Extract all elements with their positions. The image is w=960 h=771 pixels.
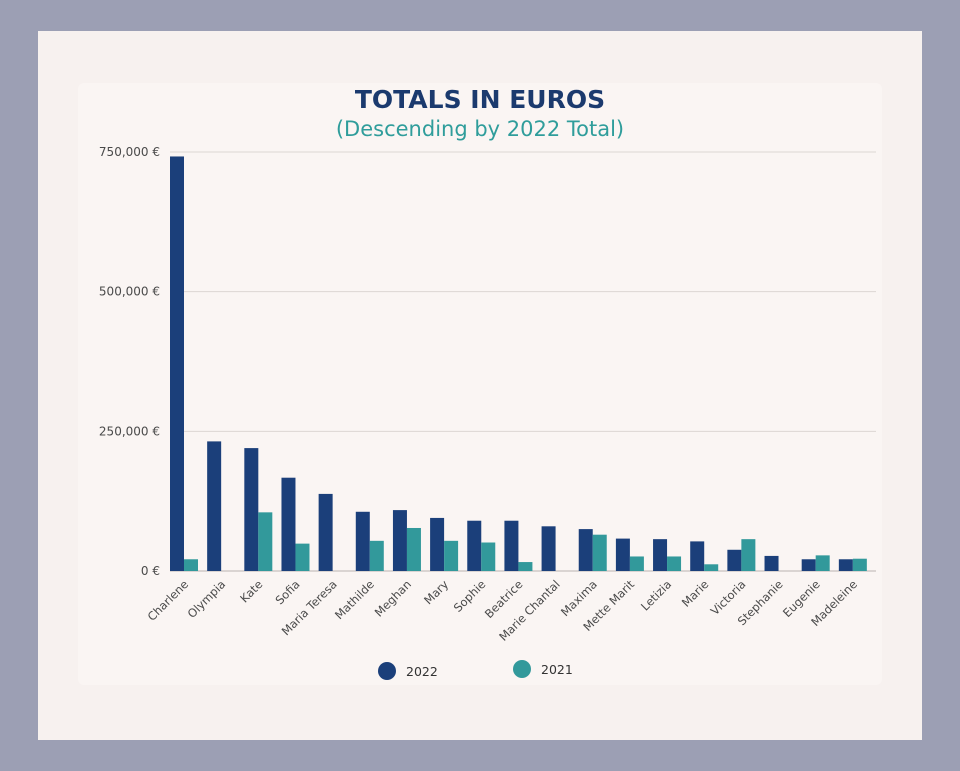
- y-tick-label: 500,000 €: [99, 285, 160, 299]
- bar-2022: [653, 539, 668, 571]
- legend-label-2021: 2021: [541, 662, 573, 677]
- bar-2021: [667, 556, 682, 571]
- chart-card: TOTALS IN EUROS (Descending by 2022 Tota…: [38, 31, 922, 740]
- legend: 2022 2021: [378, 660, 573, 680]
- bar-2021: [444, 540, 459, 571]
- bar-2022: [207, 441, 222, 571]
- bar-2022: [727, 549, 742, 571]
- bar-2021: [629, 556, 644, 571]
- bar-2021: [592, 534, 607, 571]
- y-tick-label: 250,000 €: [99, 424, 160, 438]
- bar-2021: [295, 543, 310, 571]
- bar-2021: [518, 562, 533, 571]
- y-tick-label: 750,000 €: [99, 145, 160, 159]
- bar-2022: [541, 526, 556, 571]
- bar-2021: [258, 512, 273, 571]
- bar-2022: [392, 510, 407, 571]
- bar-2021: [852, 558, 867, 571]
- bar-2022: [801, 559, 816, 571]
- bar-2022: [690, 541, 705, 571]
- legend-label-2022: 2022: [406, 664, 438, 679]
- chart: TOTALS IN EUROS (Descending by 2022 Tota…: [78, 83, 882, 685]
- bar-2022: [467, 520, 482, 571]
- bar-2022: [430, 517, 445, 571]
- y-axis: 0 € 250,000 € 500,000 € 750,000 €: [99, 145, 160, 578]
- bar-2021: [184, 559, 198, 571]
- bar-2021: [815, 555, 830, 571]
- chart-title: TOTALS IN EUROS: [355, 85, 605, 114]
- bar-2022: [764, 555, 779, 571]
- bar-2022: [170, 156, 184, 571]
- legend-marker-2022: [378, 662, 396, 680]
- legend-marker-2021: [513, 660, 531, 678]
- chart-subtitle: (Descending by 2022 Total): [336, 117, 624, 141]
- bar-2022: [615, 538, 630, 571]
- bar-2022: [838, 559, 853, 571]
- bar-2021: [741, 539, 756, 571]
- bar-2022: [244, 448, 259, 571]
- bars: [170, 156, 867, 571]
- bar-2021: [704, 564, 719, 571]
- bar-2022: [281, 477, 296, 571]
- bar-2021: [481, 542, 496, 571]
- bar-2021: [369, 540, 384, 571]
- y-tick-label: 0 €: [141, 564, 160, 578]
- bar-2021: [406, 527, 421, 571]
- bar-2022: [355, 511, 370, 571]
- bar-2022: [578, 529, 593, 571]
- bar-2022: [318, 493, 333, 571]
- bar-2022: [504, 520, 519, 571]
- plot-panel: [78, 83, 882, 685]
